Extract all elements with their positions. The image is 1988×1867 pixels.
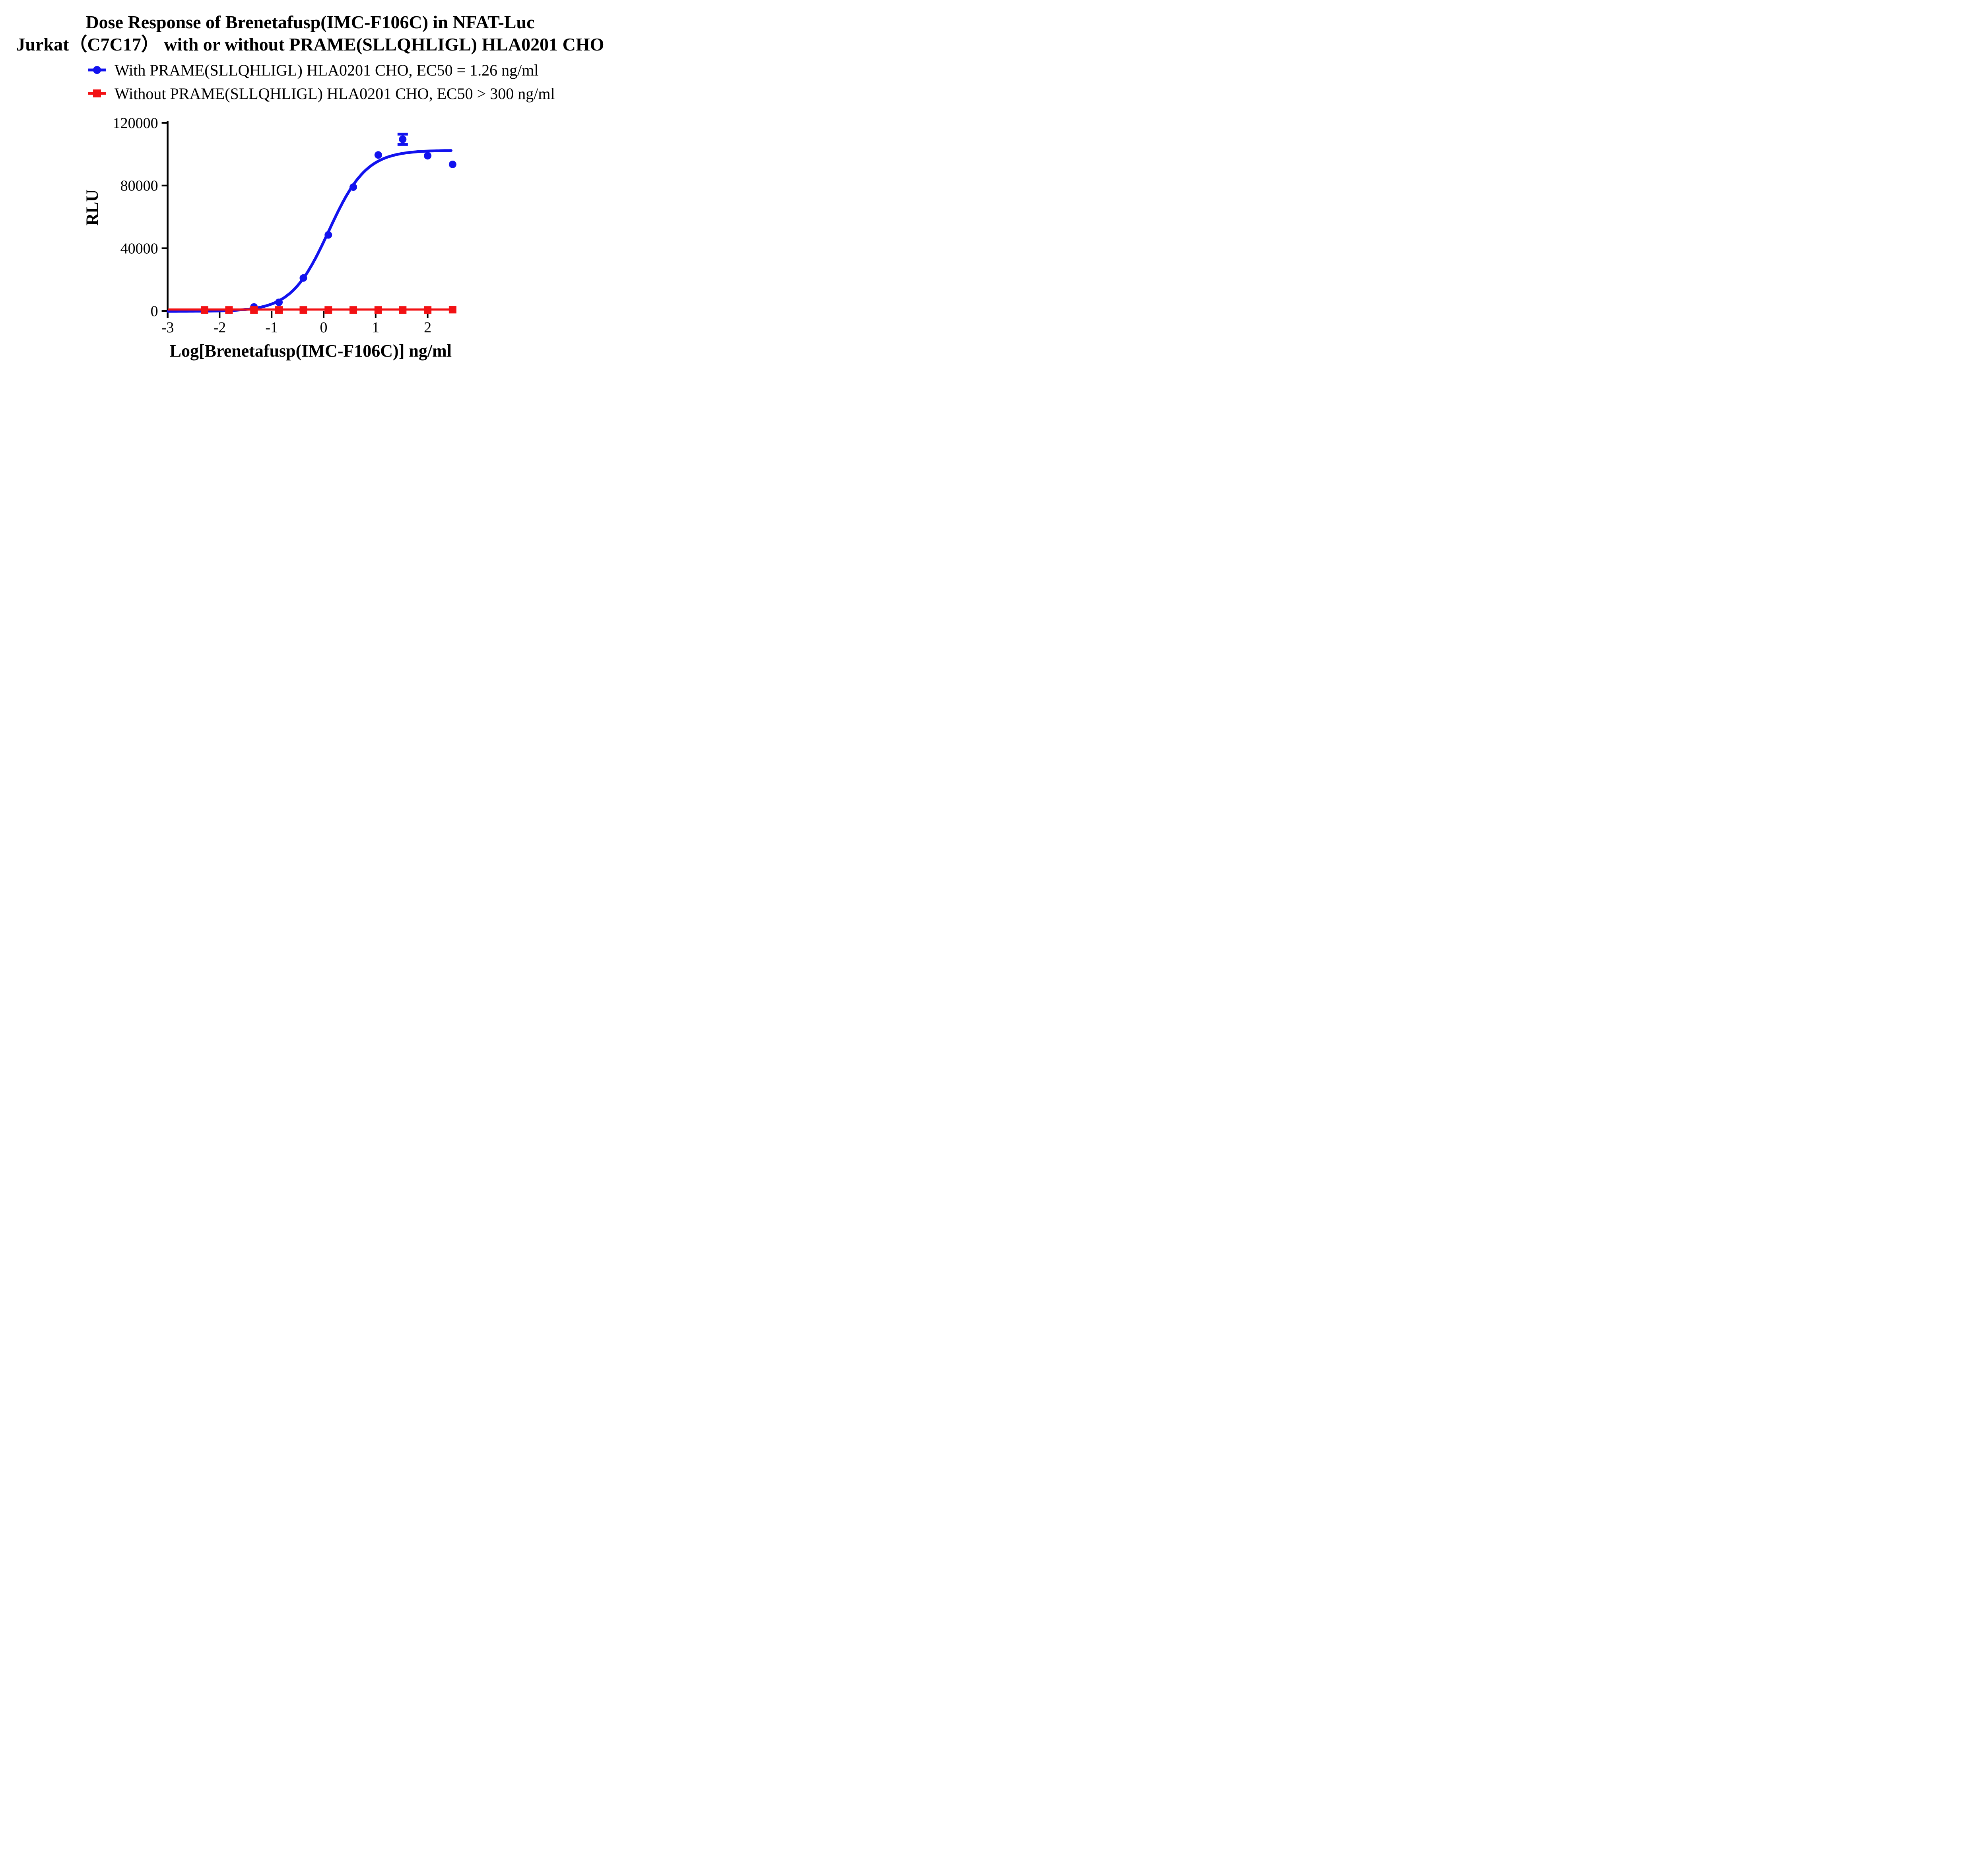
- y-tick-label: 0: [151, 303, 158, 320]
- legend-marker-circle-icon: [88, 66, 106, 74]
- x-tick-label: -3: [161, 319, 174, 336]
- chart-title: Dose Response of Brenetafusp(IMC-F106C) …: [0, 11, 620, 56]
- data-point-circle: [324, 231, 332, 239]
- legend-label-with-prame: With PRAME(SLLQHLIGL) HLA0201 CHO, EC50 …: [115, 61, 539, 79]
- data-point-circle: [349, 183, 357, 191]
- legend-label-without-prame: Without PRAME(SLLQHLIGL) HLA0201 CHO, EC…: [115, 84, 555, 103]
- x-tick-label: -1: [265, 319, 278, 336]
- data-point-circle: [424, 152, 432, 160]
- chart-title-line2: Jurkat（C7C17） with or without PRAME(SLLQ…: [16, 34, 604, 54]
- legend-item-with-prame: With PRAME(SLLQHLIGL) HLA0201 CHO, EC50 …: [87, 61, 539, 79]
- y-tick-label: 80000: [120, 178, 158, 194]
- data-point-circle: [299, 274, 307, 282]
- data-point-circle: [374, 151, 382, 159]
- chart-title-line1: Dose Response of Brenetafusp(IMC-F106C) …: [85, 12, 535, 32]
- x-tick-label: -2: [214, 319, 226, 336]
- data-point-square: [399, 306, 407, 314]
- y-tick-label: 120000: [113, 115, 158, 132]
- y-axis-title: RLU: [83, 190, 102, 226]
- data-point-square: [299, 306, 307, 314]
- data-point-square: [324, 306, 332, 314]
- dose-response-figure: Dose Response of Brenetafusp(IMC-F106C) …: [0, 0, 620, 374]
- legend-item-without-prame: Without PRAME(SLLQHLIGL) HLA0201 CHO, EC…: [87, 84, 555, 103]
- data-point-square: [200, 306, 208, 314]
- data-point-circle: [399, 135, 407, 143]
- data-point-circle: [275, 298, 283, 306]
- legend-marker-square-icon: [88, 89, 106, 97]
- plot-area: 0 40000 80000 120000 -3 -2 -1 0 1 2 RLU Log[Breneta…: [83, 115, 456, 361]
- data-point-square: [448, 306, 456, 314]
- data-point-square: [349, 306, 357, 314]
- x-tick-label: 1: [372, 319, 379, 336]
- x-tick-label: 2: [424, 319, 431, 336]
- y-tick-label: 40000: [120, 240, 158, 257]
- data-point-circle: [448, 160, 456, 168]
- data-point-square: [225, 306, 233, 314]
- data-point-square: [250, 306, 258, 314]
- data-point-square: [275, 306, 283, 314]
- x-axis-title: Log[Brenetafusp(IMC-F106C)] ng/ml: [170, 341, 452, 361]
- fit-curve-with-prame: [167, 149, 452, 313]
- data-point-square: [374, 306, 382, 314]
- data-point-square: [424, 306, 432, 314]
- x-tick-label: 0: [320, 319, 328, 336]
